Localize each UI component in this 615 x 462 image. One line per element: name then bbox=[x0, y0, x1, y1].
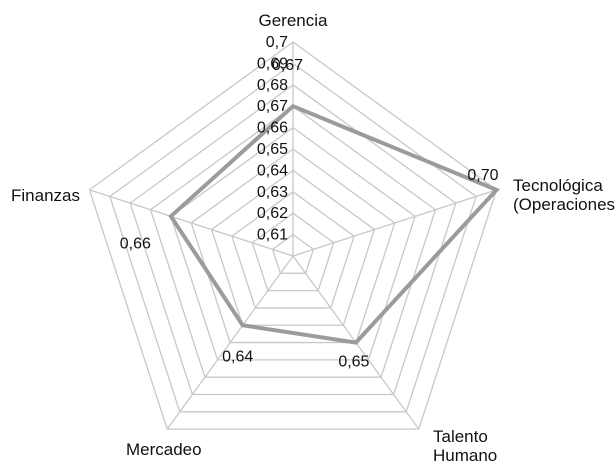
spoke-4 bbox=[166, 255, 294, 430]
grid-ring-8 bbox=[129, 83, 457, 396]
spoke-2 bbox=[292, 189, 497, 257]
series-line bbox=[168, 103, 500, 345]
data-label-2: 0,70 bbox=[467, 167, 498, 184]
category-label-2: Tecnológica (Operaciones) bbox=[513, 176, 615, 214]
category-label-5: Finanzas bbox=[11, 186, 80, 205]
category-label-1: Gerencia bbox=[259, 11, 329, 30]
category-label-4: Mercadeo bbox=[126, 440, 202, 459]
radar-series bbox=[168, 103, 500, 345]
category-label-3: Talento Humano bbox=[433, 427, 497, 462]
data-label-4: 0,64 bbox=[222, 348, 253, 365]
tick-label-8: 0,68 bbox=[257, 77, 288, 94]
grid-ring-10 bbox=[88, 41, 498, 430]
grid-ring-6 bbox=[170, 126, 416, 361]
grid-ring-4 bbox=[210, 169, 376, 326]
tick-label-10: 0,7 bbox=[266, 34, 288, 51]
data-labels: 0,67 0,70 0,65 0,64 0,66 bbox=[120, 57, 499, 370]
tick-label-4: 0,64 bbox=[257, 162, 288, 179]
radar-grid bbox=[88, 41, 498, 430]
grid-ring-3 bbox=[231, 190, 355, 309]
data-label-3: 0,65 bbox=[338, 354, 369, 371]
data-label-1: 0,67 bbox=[272, 57, 303, 74]
tick-label-1: 0,61 bbox=[257, 227, 288, 244]
tick-label-3: 0,63 bbox=[257, 184, 288, 201]
tick-label-9: 0,69 bbox=[257, 55, 288, 72]
radial-axis-tick-labels: 0,61 0,62 0,63 0,64 0,65 0,66 0,67 0,68 0,69 0,7 bbox=[257, 34, 288, 244]
grid-ring-1 bbox=[271, 233, 315, 274]
grid-ring-9 bbox=[109, 62, 477, 413]
tick-label-6: 0,66 bbox=[257, 120, 288, 137]
grid-ring-7 bbox=[149, 105, 437, 378]
category-labels: Gerencia Tecnológica (Operaciones) Talento H… bbox=[11, 11, 615, 462]
spoke-5 bbox=[89, 189, 294, 257]
tick-label-2: 0,62 bbox=[257, 205, 288, 222]
grid-ring-5 bbox=[190, 148, 396, 344]
tick-label-7: 0,67 bbox=[257, 98, 288, 115]
grid-ring-2 bbox=[251, 212, 335, 292]
data-label-5: 0,66 bbox=[120, 235, 151, 252]
tick-label-5: 0,65 bbox=[257, 141, 288, 158]
